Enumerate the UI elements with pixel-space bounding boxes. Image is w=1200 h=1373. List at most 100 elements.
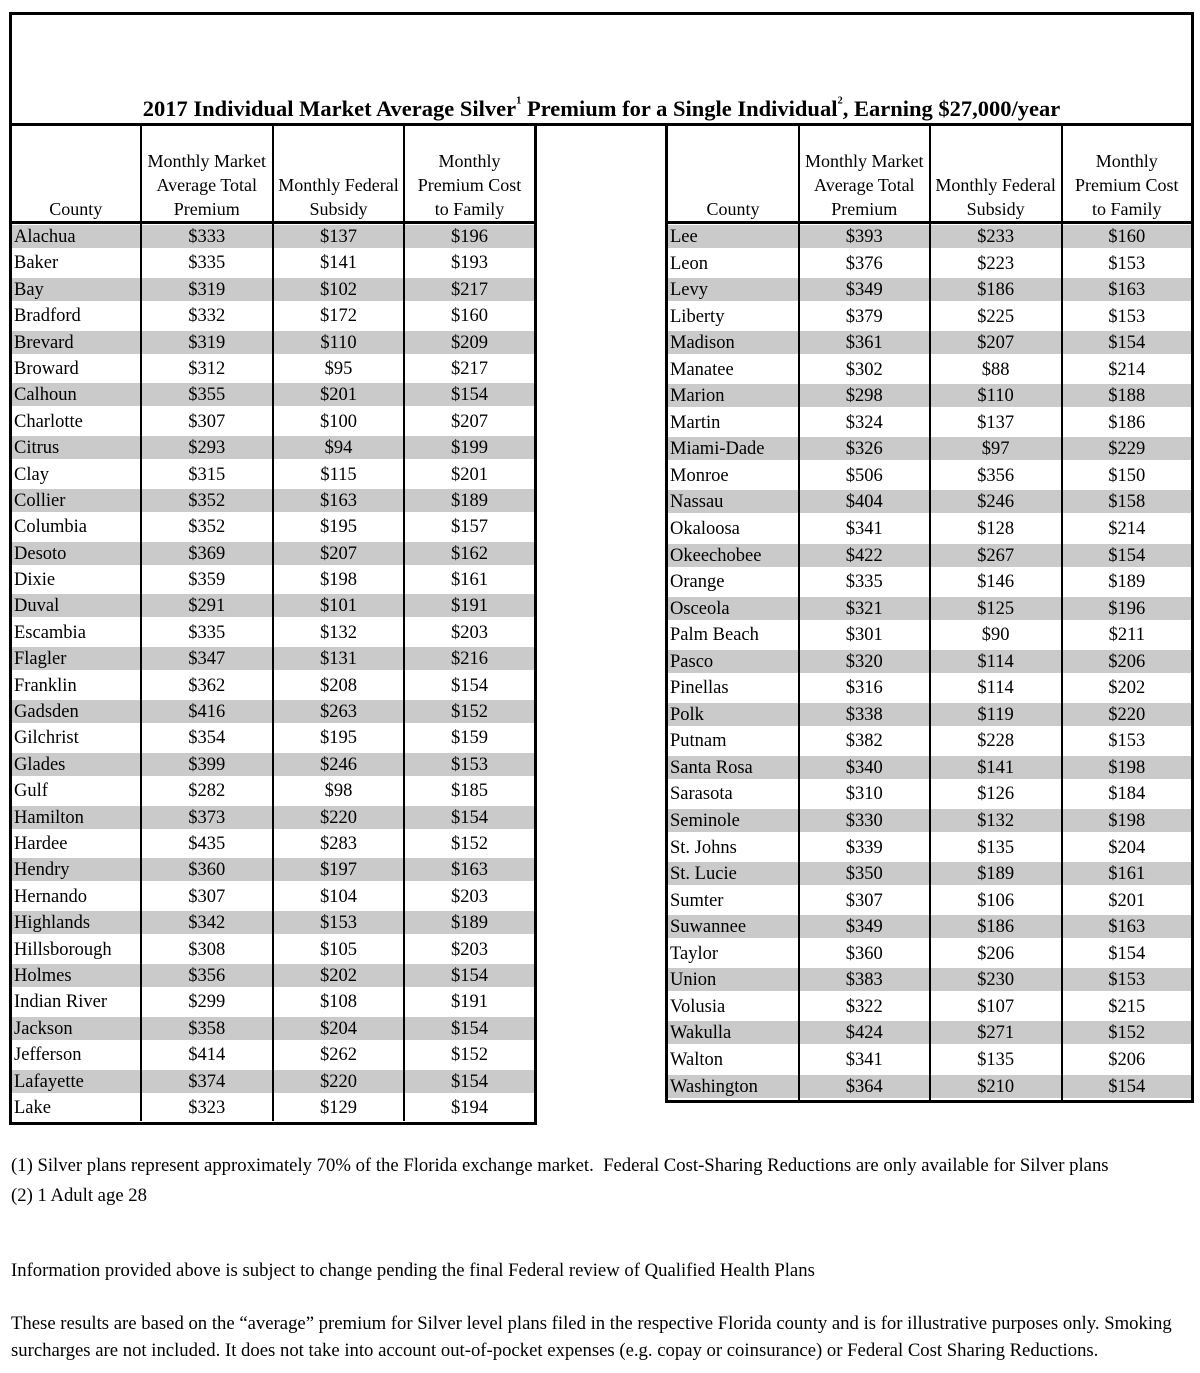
- premium-cell: $298: [800, 383, 931, 410]
- table-row: Flagler $347 $131 $216: [12, 646, 534, 673]
- premium-cell: $340: [800, 754, 931, 782]
- subsidy-cell: $207: [931, 330, 1063, 357]
- subsidy-cell: $228: [931, 728, 1063, 755]
- table-row: Hamilton $373 $220 $154: [12, 804, 534, 831]
- family-cost-cell: $203: [451, 622, 488, 643]
- subsidy-cell: $153: [274, 910, 405, 937]
- premium-cell: $435: [142, 830, 274, 858]
- subsidy-cell: $141: [931, 754, 1063, 782]
- family-cost-cell: $193: [451, 253, 488, 274]
- column-header-family: Monthly Premium Cost to Family: [417, 150, 522, 219]
- county-cell: Escambia: [12, 619, 142, 647]
- subsidy-cell: $115: [274, 461, 405, 488]
- table-row: Gadsden $416 $263 $152: [12, 699, 534, 726]
- family-cost-cell: $201: [1108, 890, 1146, 911]
- county-cell: Indian River: [12, 989, 142, 1016]
- subsidy-cell: $146: [931, 569, 1063, 596]
- table-row: Volusia $322 $107 $215: [668, 993, 1191, 1021]
- county-cell: Marion: [668, 383, 800, 410]
- table-row: Calhoun $355 $201 $154: [12, 382, 534, 409]
- table-row: Polk $338 $119 $220: [668, 701, 1191, 729]
- table-row: Baker $335 $141 $193: [12, 250, 534, 277]
- subsidy-cell: $107: [931, 993, 1063, 1021]
- premium-cell: $322: [800, 993, 931, 1021]
- premium-cell: $354: [142, 725, 274, 752]
- county-cell: Baker: [12, 250, 142, 277]
- county-cell: Lee: [668, 224, 800, 251]
- premium-cell: $335: [800, 569, 931, 596]
- table-row: Liberty $379 $225 $153: [668, 303, 1191, 331]
- county-cell: Holmes: [12, 962, 142, 990]
- family-cost-cell: $206: [1108, 1049, 1146, 1070]
- premium-cell: $319: [142, 329, 274, 356]
- subsidy-cell: $223: [931, 250, 1063, 278]
- table-row: Putnam $382 $228 $153: [668, 728, 1191, 755]
- footnote-marker-2: 2: [837, 95, 843, 106]
- subsidy-cell: $189: [931, 861, 1063, 888]
- premium-table-right: County Monthly Market Average Total Prem…: [665, 123, 1194, 1104]
- column-header-county: County: [668, 126, 800, 221]
- county-cell: Broward: [12, 355, 142, 383]
- subsidy-cell: $97: [931, 436, 1063, 463]
- subsidy-cell: $356: [931, 462, 1063, 490]
- family-cost-cell: $186: [1108, 412, 1146, 433]
- premium-cell: $506: [800, 462, 931, 490]
- premium-cell: $347: [142, 646, 274, 673]
- county-cell: Palm Beach: [668, 622, 800, 649]
- table-row: Nassau $404 $246 $158: [668, 489, 1191, 517]
- table-row: Marion $298 $110 $188: [668, 383, 1191, 410]
- family-cost-cell: $161: [1108, 864, 1146, 885]
- county-cell: Hendry: [12, 857, 142, 884]
- premium-cell: $333: [142, 224, 274, 251]
- family-cost-cell: $153: [451, 754, 488, 775]
- premium-cell: $424: [800, 1020, 931, 1047]
- premium-cell: $307: [142, 883, 274, 911]
- table-row: Duval $291 $101 $191: [12, 593, 534, 620]
- table-row: Glades $399 $246 $153: [12, 751, 534, 779]
- table-row: St. Lucie $350 $189 $161: [668, 861, 1191, 888]
- county-cell: Nassau: [668, 489, 800, 517]
- family-cost-cell: $201: [451, 464, 488, 485]
- subsidy-cell: $208: [274, 672, 405, 700]
- county-cell: Brevard: [12, 329, 142, 356]
- family-cost-cell: $152: [451, 833, 488, 854]
- subsidy-cell: $135: [931, 834, 1063, 862]
- county-cell: Okaloosa: [668, 516, 800, 543]
- premium-cell: $383: [800, 967, 931, 994]
- premium-cell: $293: [142, 435, 274, 462]
- premium-cell: $330: [800, 808, 931, 835]
- table-row: Miami-Dade $326 $97 $229: [668, 436, 1191, 463]
- table-row: Citrus $293 $94 $199: [12, 435, 534, 462]
- family-cost-cell: $215: [1108, 996, 1146, 1017]
- table-row: Clay $315 $115 $201: [12, 461, 534, 488]
- county-cell: Hillsborough: [12, 936, 142, 963]
- column-header-subsidy: Monthly Federal Subsidy: [931, 126, 1063, 221]
- column-header-premium: Monthly Market Average Total Premium: [142, 126, 274, 221]
- table-row: Columbia $352 $195 $157: [12, 514, 534, 541]
- table-row: Gilchrist $354 $195 $159: [12, 725, 534, 752]
- family-cost-cell: $162: [451, 543, 488, 564]
- table-row: Madison $361 $207 $154: [668, 330, 1191, 357]
- premium-cell: $361: [800, 330, 931, 357]
- family-cost-cell: $153: [1108, 731, 1146, 752]
- family-cost-cell: $209: [451, 332, 488, 353]
- county-cell: Sarasota: [668, 781, 800, 809]
- county-cell: Wakulla: [668, 1020, 800, 1047]
- premium-cell: $316: [800, 675, 931, 702]
- premium-cell: $376: [800, 250, 931, 278]
- county-cell: Duval: [12, 593, 142, 620]
- page-title: 2017 Individual Market Average Silver1 P…: [142, 95, 1061, 121]
- family-cost-cell: $163: [451, 860, 488, 881]
- family-cost-cell: $189: [451, 913, 488, 934]
- family-cost-cell: $196: [451, 227, 488, 247]
- county-cell: Gulf: [12, 778, 142, 805]
- family-cost-cell: $161: [451, 570, 488, 591]
- table-header-row: County Monthly Market Average Total Prem…: [12, 126, 534, 224]
- subsidy-cell: $283: [274, 830, 405, 858]
- subsidy-cell: $119: [931, 701, 1063, 729]
- subsidy-cell: $100: [274, 408, 405, 436]
- subsidy-cell: $126: [931, 781, 1063, 809]
- premium-cell: $404: [800, 489, 931, 517]
- family-cost-cell: $196: [1108, 598, 1146, 619]
- subsidy-cell: $132: [274, 619, 405, 647]
